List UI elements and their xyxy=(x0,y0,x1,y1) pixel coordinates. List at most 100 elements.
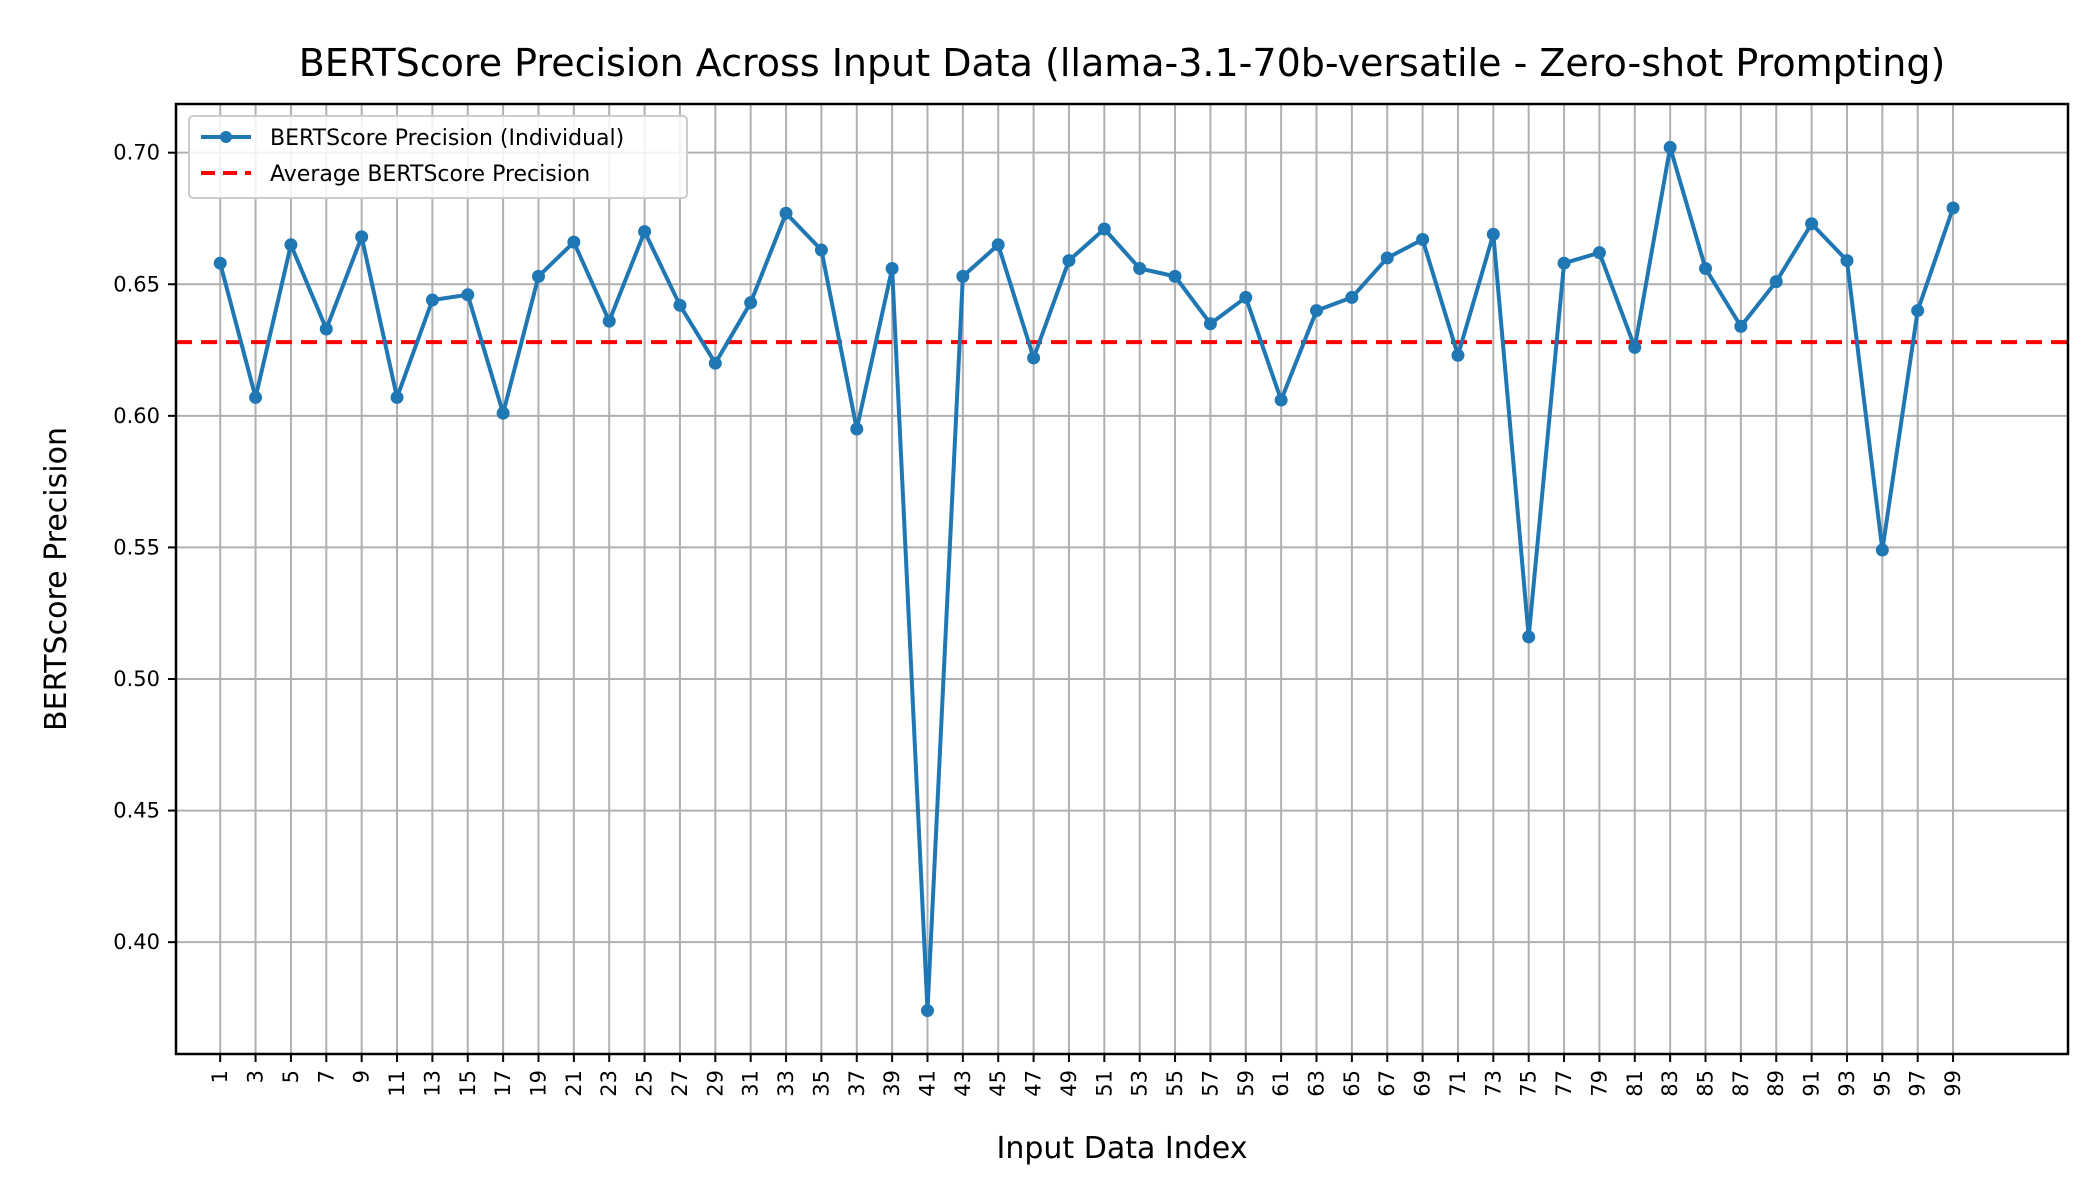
x-tick-label: 13 xyxy=(420,1070,444,1097)
x-tick-label: 47 xyxy=(1022,1070,1046,1097)
data-point xyxy=(814,243,828,257)
x-tick-label: 23 xyxy=(597,1070,621,1097)
x-tick-label: 35 xyxy=(809,1070,833,1097)
data-point xyxy=(1628,340,1642,354)
data-point xyxy=(1769,275,1783,289)
x-tick-label: 11 xyxy=(385,1070,409,1097)
data-point xyxy=(885,261,899,275)
x-tick-label: 29 xyxy=(703,1070,727,1097)
x-axis: 1 3 5 7 9 11 13 15 17 19 21 23 25 27 29 31 33 35 37 39 41 43 4… xyxy=(208,1054,1965,1097)
data-point xyxy=(1840,254,1854,268)
data-point xyxy=(673,298,687,312)
data-point xyxy=(744,296,758,310)
plot-frame xyxy=(174,102,2070,1056)
y-tick-label: 0.65 xyxy=(113,272,160,296)
data-point xyxy=(1699,261,1713,275)
x-tick-label: 41 xyxy=(915,1070,939,1097)
x-tick-label: 57 xyxy=(1198,1070,1222,1097)
data-point xyxy=(1203,317,1217,331)
grid xyxy=(176,104,2068,1054)
y-tick-label: 0.40 xyxy=(113,930,160,954)
data-point xyxy=(779,206,793,220)
x-tick-label: 51 xyxy=(1092,1070,1116,1097)
x-axis-label: Input Data Index xyxy=(997,1131,1248,1166)
data-point xyxy=(991,238,1005,252)
data-point xyxy=(1592,246,1606,260)
x-tick-label: 59 xyxy=(1234,1070,1258,1097)
x-tick-label: 61 xyxy=(1269,1070,1293,1097)
data-point xyxy=(496,406,510,420)
x-tick-label: 17 xyxy=(491,1070,515,1097)
data-point xyxy=(1239,290,1253,304)
legend-label-average: Average BERTScore Precision xyxy=(270,162,590,187)
x-tick-label: 77 xyxy=(1552,1070,1576,1097)
data-point xyxy=(1911,304,1925,318)
data-point xyxy=(425,293,439,307)
x-tick-label: 15 xyxy=(456,1070,480,1097)
data-point xyxy=(249,390,263,404)
x-tick-label: 71 xyxy=(1446,1070,1470,1097)
x-tick-label: 3 xyxy=(244,1070,268,1083)
x-tick-label: 5 xyxy=(279,1070,303,1083)
x-tick-label: 63 xyxy=(1305,1070,1329,1097)
x-tick-label: 65 xyxy=(1340,1070,1364,1097)
x-tick-label: 89 xyxy=(1764,1070,1788,1097)
x-tick-label: 31 xyxy=(739,1070,763,1097)
x-tick-label: 27 xyxy=(668,1070,692,1097)
data-point xyxy=(1875,543,1889,557)
data-point xyxy=(1946,201,1960,215)
y-tick-label: 0.50 xyxy=(113,667,160,691)
data-point xyxy=(1805,217,1819,231)
x-tick-label: 55 xyxy=(1163,1070,1187,1097)
data-point xyxy=(602,314,616,328)
x-tick-label: 75 xyxy=(1517,1070,1541,1097)
x-tick-label: 67 xyxy=(1375,1070,1399,1097)
data-point xyxy=(390,390,404,404)
data-point xyxy=(956,269,970,283)
y-tick-label: 0.70 xyxy=(113,141,160,165)
data-point xyxy=(708,356,722,370)
y-axis-label: BERTScore Precision xyxy=(39,427,74,731)
data-point xyxy=(1486,227,1500,241)
data-point xyxy=(1168,269,1182,283)
x-tick-label: 81 xyxy=(1623,1070,1647,1097)
series-line-individual xyxy=(218,145,1955,1013)
data-point xyxy=(1097,222,1111,236)
data-point xyxy=(850,422,864,436)
data-point xyxy=(1734,319,1748,333)
data-point xyxy=(1310,304,1324,318)
x-tick-label: 39 xyxy=(880,1070,904,1097)
data-point xyxy=(531,269,545,283)
data-point xyxy=(567,235,581,249)
data-point xyxy=(1663,140,1677,154)
y-tick-label: 0.60 xyxy=(113,404,160,428)
x-tick-label: 37 xyxy=(845,1070,869,1097)
series-layer xyxy=(213,140,1960,1018)
y-tick-label: 0.55 xyxy=(113,535,160,559)
x-tick-label: 87 xyxy=(1729,1070,1753,1097)
x-tick-label: 9 xyxy=(350,1070,374,1083)
data-point xyxy=(461,288,475,302)
data-point xyxy=(284,238,298,252)
data-point xyxy=(1345,290,1359,304)
data-point xyxy=(1133,261,1147,275)
x-tick-label: 7 xyxy=(314,1070,338,1083)
x-tick-label: 97 xyxy=(1906,1070,1930,1097)
data-point xyxy=(1522,630,1536,644)
x-tick-label: 19 xyxy=(526,1070,550,1097)
x-tick-label: 53 xyxy=(1128,1070,1152,1097)
x-tick-label: 99 xyxy=(1941,1070,1965,1097)
legend-label-individual: BERTScore Precision (Individual) xyxy=(270,126,624,151)
x-tick-label: 1 xyxy=(208,1070,232,1083)
y-axis: 0.40 0.45 0.50 0.55 0.60 0.65 0.70 xyxy=(113,141,176,954)
x-tick-label: 45 xyxy=(986,1070,1010,1097)
x-tick-label: 93 xyxy=(1835,1070,1859,1097)
data-point xyxy=(1274,393,1288,407)
data-point xyxy=(1451,348,1465,362)
x-tick-label: 43 xyxy=(951,1070,975,1097)
data-point xyxy=(920,1004,934,1018)
data-point xyxy=(355,230,369,244)
data-point xyxy=(1416,233,1430,247)
